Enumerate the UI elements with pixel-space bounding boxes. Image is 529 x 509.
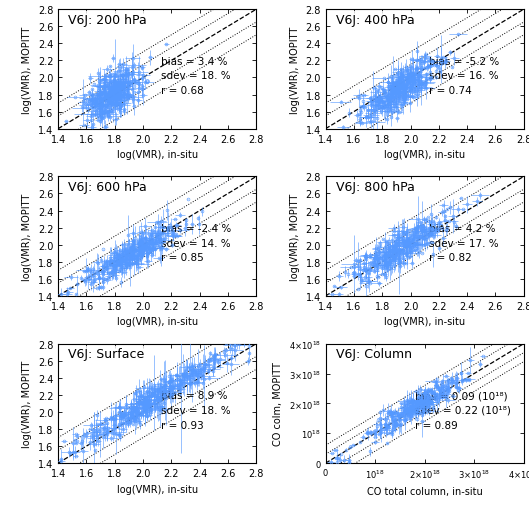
- Y-axis label: log(VMR), MOPITT: log(VMR), MOPITT: [22, 360, 32, 447]
- Text: V6J: 600 hPa: V6J: 600 hPa: [68, 181, 147, 193]
- X-axis label: CO total column, in-situ: CO total column, in-situ: [367, 486, 482, 496]
- X-axis label: log(VMR), in-situ: log(VMR), in-situ: [117, 317, 198, 327]
- Text: bias = 4.2 %
sdev = 17. %
r = 0.82: bias = 4.2 % sdev = 17. % r = 0.82: [428, 223, 498, 263]
- Text: bias = -2.4 %
sdev = 14. %
r = 0.85: bias = -2.4 % sdev = 14. % r = 0.85: [161, 223, 232, 263]
- Text: V6J: Surface: V6J: Surface: [68, 348, 144, 360]
- Y-axis label: CO colm, MOPITT: CO colm, MOPITT: [273, 362, 283, 445]
- X-axis label: log(VMR), in-situ: log(VMR), in-situ: [117, 484, 198, 494]
- Text: V6J: 800 hPa: V6J: 800 hPa: [335, 181, 414, 193]
- Y-axis label: log(VMR), MOPITT: log(VMR), MOPITT: [290, 193, 300, 280]
- Y-axis label: log(VMR), MOPITT: log(VMR), MOPITT: [290, 26, 300, 114]
- Text: bias = -5.2 %
sdev = 16. %
r = 0.74: bias = -5.2 % sdev = 16. % r = 0.74: [428, 56, 499, 96]
- Y-axis label: log(VMR), MOPITT: log(VMR), MOPITT: [22, 26, 32, 114]
- Text: bias = 3.4 %
sdev = 18. %
r = 0.68: bias = 3.4 % sdev = 18. % r = 0.68: [161, 56, 231, 96]
- Text: bias = 8.9 %
sdev = 18. %
r = 0.93: bias = 8.9 % sdev = 18. % r = 0.93: [161, 390, 231, 430]
- Text: V6J: 200 hPa: V6J: 200 hPa: [68, 14, 147, 27]
- Text: V6J: Column: V6J: Column: [335, 348, 412, 360]
- Text: V6J: 400 hPa: V6J: 400 hPa: [335, 14, 414, 27]
- X-axis label: log(VMR), in-situ: log(VMR), in-situ: [384, 317, 465, 327]
- X-axis label: log(VMR), in-situ: log(VMR), in-situ: [117, 150, 198, 160]
- X-axis label: log(VMR), in-situ: log(VMR), in-situ: [384, 150, 465, 160]
- Y-axis label: log(VMR), MOPITT: log(VMR), MOPITT: [22, 193, 32, 280]
- Text: bias = 0.09 (10¹⁸)
sdev = 0.22 (10¹⁸)
r = 0.89: bias = 0.09 (10¹⁸) sdev = 0.22 (10¹⁸) r …: [415, 390, 510, 430]
